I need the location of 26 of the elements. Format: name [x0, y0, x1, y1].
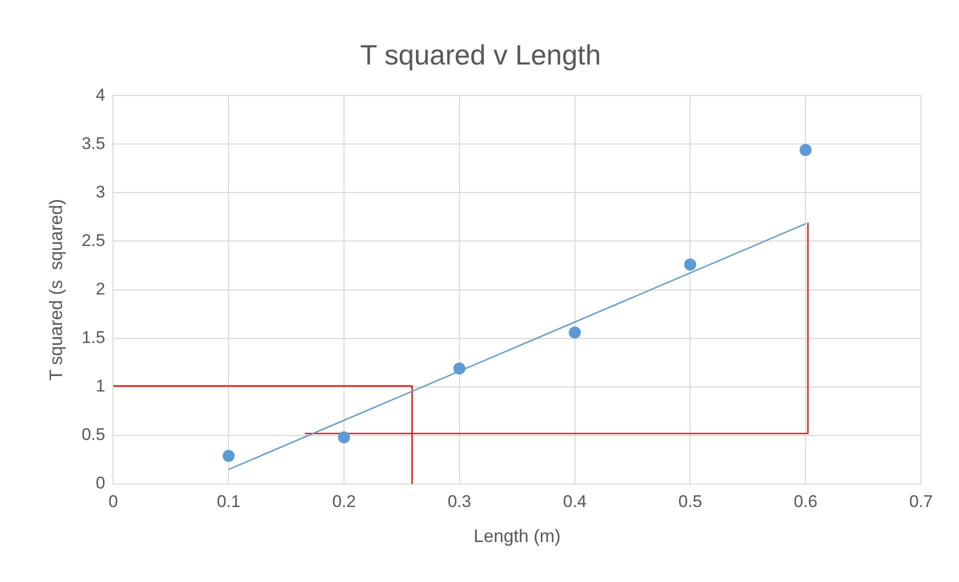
point: [568, 326, 581, 339]
x-tick-label: 0.5: [678, 492, 702, 511]
x-axis-title: Length (m): [474, 526, 561, 546]
y-tick-label: 0.5: [82, 425, 106, 444]
y-tick-label: 0: [96, 474, 106, 493]
x-tick-label: 0.7: [909, 492, 933, 511]
point: [453, 362, 466, 374]
y-tick-label: 1.5: [82, 328, 106, 348]
point: [800, 144, 812, 156]
chart-title: T squared v Length: [360, 40, 601, 71]
x-tick-label: 0.6: [794, 492, 818, 511]
point: [684, 258, 696, 271]
x-tick-label: 0.2: [332, 492, 356, 511]
x-tick-label: 0: [108, 492, 118, 511]
y-axis-title: T squared (s squared): [46, 198, 66, 381]
y-tick-label: 2: [96, 279, 106, 298]
x-tick-label: 0.3: [448, 492, 472, 511]
y-tick-label: 3.5: [82, 134, 106, 153]
y-tick-label: 4: [96, 85, 106, 104]
x-tick-label: 0.4: [562, 492, 587, 511]
x-tick-label: 0.1: [216, 492, 240, 511]
point: [222, 450, 235, 462]
point: [338, 431, 350, 444]
y-tick-label: 3: [96, 182, 106, 202]
y-tick-label: 1: [96, 376, 106, 396]
y-tick-label: 2.5: [82, 230, 106, 250]
